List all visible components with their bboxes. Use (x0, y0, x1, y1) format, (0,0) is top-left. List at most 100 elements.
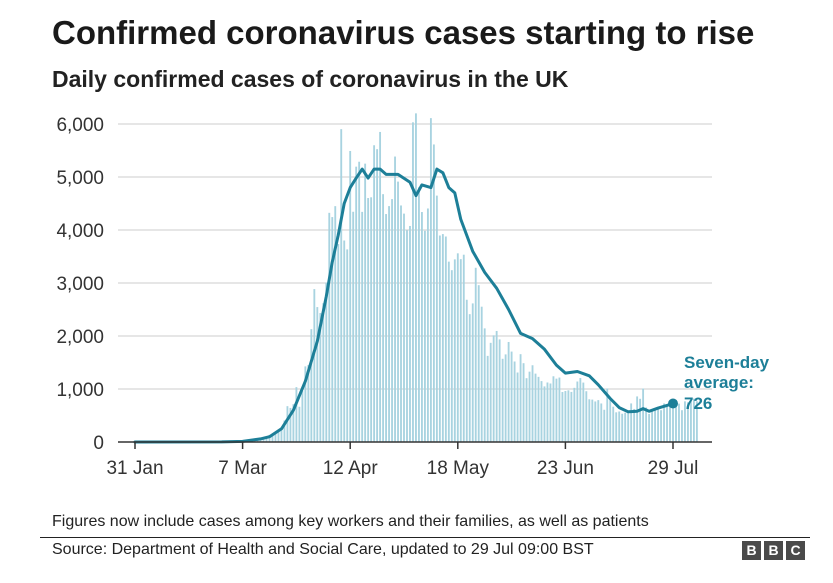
daily-case-bar (555, 378, 558, 442)
daily-case-bar (549, 383, 552, 442)
daily-case-bar (528, 371, 531, 442)
average-end-point (668, 398, 678, 409)
daily-case-bar (441, 234, 444, 442)
daily-case-bar (358, 161, 361, 442)
daily-case-bar (692, 398, 695, 442)
daily-case-bar (453, 259, 456, 442)
x-tick-label: 31 Jan (106, 458, 163, 479)
daily-case-bar (397, 181, 399, 442)
daily-case-bar (349, 150, 352, 443)
daily-case-bar (543, 386, 546, 442)
daily-case-bar (388, 206, 390, 442)
daily-case-bar (426, 208, 429, 442)
daily-case-bar (546, 382, 549, 442)
daily-case-bar (432, 144, 435, 442)
daily-case-bar (415, 113, 417, 443)
daily-case-bar (684, 401, 686, 442)
daily-case-bar (316, 307, 319, 442)
daily-case-bar (534, 373, 537, 442)
daily-case-bar (525, 378, 528, 442)
daily-case-bar (280, 428, 283, 442)
daily-case-bar (268, 434, 271, 442)
daily-case-bar (409, 225, 411, 442)
daily-case-bar (429, 118, 432, 442)
daily-case-bar (292, 404, 295, 442)
daily-case-bar (636, 396, 639, 442)
daily-case-bar (444, 236, 447, 442)
daily-case-bar (495, 330, 498, 442)
daily-case-bar (486, 355, 489, 442)
daily-case-bar (304, 366, 307, 442)
daily-case-bar (612, 406, 615, 442)
daily-case-bar (438, 235, 441, 442)
daily-case-bar (462, 254, 465, 442)
daily-case-bar (337, 244, 340, 442)
daily-case-bar (435, 195, 438, 442)
average-annotation-label: average: (684, 373, 754, 392)
daily-case-bar (334, 206, 337, 442)
daily-case-bar (394, 156, 396, 443)
daily-case-bar (471, 303, 474, 442)
daily-case-bar (582, 382, 585, 442)
daily-case-bar (468, 314, 471, 442)
daily-case-bar (615, 412, 618, 442)
daily-case-bar (654, 410, 656, 442)
y-axis-tick-labels: 0 1,000 2,000 3,000 4,000 5,000 6,000 (56, 115, 104, 454)
daily-case-bar (367, 198, 370, 442)
daily-case-bar (489, 342, 492, 442)
seven-day-average-line (133, 167, 675, 444)
x-axis-tick-labels: 31 Jan 7 Mar 12 Apr 18 May 23 Jun 29 Jul (106, 458, 698, 479)
daily-case-bar (313, 289, 316, 442)
daily-case-bar (651, 411, 654, 442)
daily-case-bar (406, 230, 408, 442)
daily-case-bar (289, 407, 292, 442)
daily-case-bar (585, 391, 588, 442)
average-annotation-label: Seven-day (684, 353, 770, 372)
logo-block-c: C (786, 541, 805, 560)
y-tick-label: 0 (93, 433, 104, 454)
daily-case-bar (474, 267, 477, 442)
daily-case-bar (579, 378, 582, 442)
chart-title: Confirmed coronavirus cases starting to … (52, 14, 755, 51)
x-axis (118, 441, 712, 449)
logo-block-b2: B (764, 541, 783, 560)
daily-case-bar (322, 303, 325, 442)
daily-case-bar (325, 282, 328, 442)
daily-case-bar (412, 122, 414, 442)
daily-case-bar (331, 217, 334, 442)
y-tick-label: 5,000 (56, 168, 104, 189)
daily-case-bar (588, 399, 591, 442)
daily-case-bar (648, 413, 651, 442)
daily-case-bar (573, 387, 576, 442)
daily-case-bar (456, 253, 459, 442)
x-tick-label: 29 Jul (648, 458, 699, 479)
daily-case-bar (531, 365, 534, 442)
daily-case-bar (283, 420, 286, 442)
daily-case-bar (385, 214, 387, 442)
daily-case-bar (645, 407, 648, 442)
daily-case-bar (295, 387, 298, 442)
daily-case-bar (277, 430, 280, 442)
daily-case-bar (259, 439, 262, 442)
logo-block-b1: B (742, 541, 761, 560)
daily-case-bar (498, 339, 501, 442)
daily-case-bar (298, 406, 301, 442)
daily-case-bar (695, 401, 698, 442)
daily-case-bar (672, 408, 674, 442)
daily-case-bar (274, 433, 277, 442)
daily-case-bar (421, 212, 423, 442)
daily-case-bar (480, 306, 483, 442)
daily-case-bar (403, 213, 405, 442)
daily-case-bar (633, 408, 636, 442)
x-tick-label: 23 Jun (537, 458, 594, 479)
daily-case-bar (379, 131, 382, 442)
x-tick-label: 7 Mar (218, 458, 267, 479)
daily-case-bar (570, 391, 573, 442)
daily-case-bar (418, 187, 420, 442)
daily-case-bar (265, 437, 268, 442)
average-annotation-label: 726 (684, 394, 712, 413)
daily-case-bar (522, 363, 525, 442)
daily-case-bar (558, 377, 561, 442)
daily-case-bar (286, 406, 289, 442)
